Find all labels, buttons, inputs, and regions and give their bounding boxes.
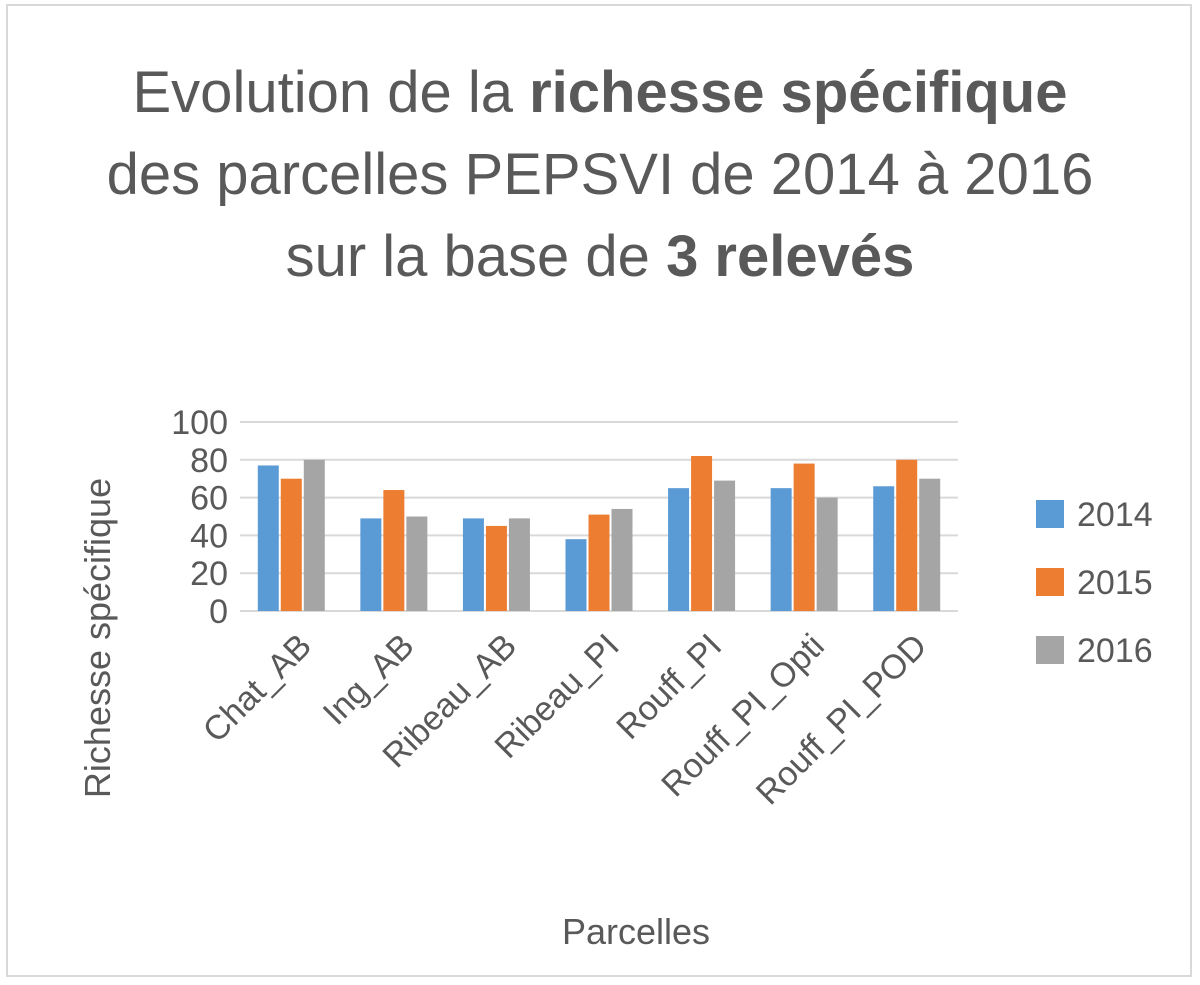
x-tick-labels: Chat_ABIng_ABRibeau_ABRibeau_PIRouff_PIR… xyxy=(196,627,935,812)
chart-frame xyxy=(6,4,1192,977)
bar-2015-Rouff_PI_POD xyxy=(896,459,918,611)
x-tick-label: Ing_AB xyxy=(316,627,422,733)
bar-2016-Ribeau_PI xyxy=(611,508,633,611)
y-tick-label: 100 xyxy=(171,404,228,442)
legend-label: 2014 xyxy=(1077,496,1153,534)
bar-2016-Ing_AB xyxy=(406,516,428,611)
x-tick-label: Chat_AB xyxy=(196,627,319,750)
bar-2016-Rouff_PI_Opti xyxy=(816,497,838,611)
bar-2015-Chat_AB xyxy=(280,478,302,611)
legend-swatch xyxy=(1036,500,1064,528)
bar-2015-Rouff_PI_Opti xyxy=(793,463,815,611)
legend-swatch xyxy=(1036,636,1064,664)
bar-2015-Rouff_PI xyxy=(691,456,713,611)
bar-2014-Rouff_PI_POD xyxy=(873,486,895,611)
y-tick-label: 80 xyxy=(190,442,228,480)
legend-label: 2015 xyxy=(1077,564,1153,602)
bar-2016-Rouff_PI xyxy=(714,480,736,611)
bar-2014-Chat_AB xyxy=(257,465,279,611)
bar-2016-Chat_AB xyxy=(303,459,325,611)
y-tick-label: 20 xyxy=(190,555,228,593)
legend-swatch xyxy=(1036,568,1064,596)
bar-2016-Ribeau_AB xyxy=(508,518,530,611)
y-tick-label: 60 xyxy=(190,480,228,518)
bars xyxy=(257,456,941,611)
bar-2015-Ing_AB xyxy=(383,490,405,611)
chart-title-part: des parcelles PEPSVI de 2014 à 2016 sur … xyxy=(106,142,1094,289)
bar-2014-Ribeau_PI xyxy=(565,539,587,611)
bar-2014-Ribeau_AB xyxy=(462,518,484,611)
x-axis-label: Parcelles xyxy=(562,911,710,952)
y-axis-label: Richesse spécifique xyxy=(77,478,118,798)
bar-2015-Ribeau_PI xyxy=(588,514,610,611)
bar-2015-Ribeau_AB xyxy=(485,525,507,611)
chart-title-part: Evolution de la xyxy=(132,60,530,125)
bar-2014-Rouff_PI xyxy=(668,488,690,611)
y-tick-label: 40 xyxy=(190,517,228,555)
bar-2016-Rouff_PI_POD xyxy=(919,478,941,611)
chart-title-part: richesse spécifique xyxy=(529,60,1068,125)
legend-label: 2016 xyxy=(1077,632,1153,670)
y-tick-label: 0 xyxy=(209,593,228,631)
bar-2014-Rouff_PI_Opti xyxy=(770,488,792,611)
chart-title: Evolution de la richesse spécifique des … xyxy=(100,52,1100,298)
bar-2014-Ing_AB xyxy=(360,518,382,611)
legend: 2014 2015 2016 xyxy=(1036,496,1153,670)
chart-title-part: 3 relevés xyxy=(666,224,915,289)
